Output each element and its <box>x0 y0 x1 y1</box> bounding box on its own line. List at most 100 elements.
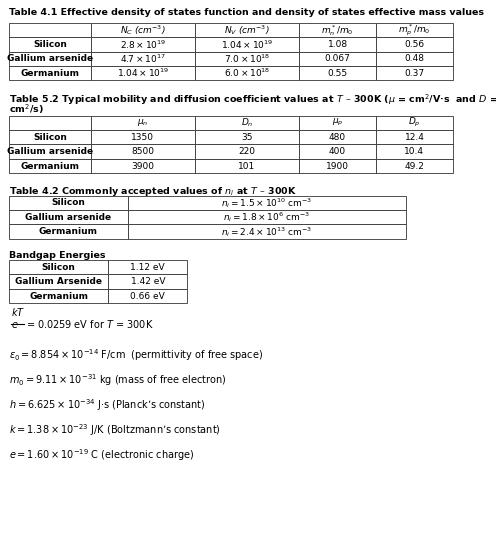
Text: 3900: 3900 <box>131 161 154 171</box>
Text: $D_p$: $D_p$ <box>408 116 421 130</box>
Bar <box>9 23 91 37</box>
Text: 400: 400 <box>329 147 346 156</box>
Text: $7.0 \times 10^{18}$: $7.0 \times 10^{18}$ <box>224 53 270 65</box>
Text: Gallium Arsenide: Gallium Arsenide <box>15 277 102 286</box>
Bar <box>9 37 91 52</box>
Text: 0.55: 0.55 <box>327 69 348 78</box>
Text: 480: 480 <box>329 133 346 142</box>
Text: Table 5.2 Typical mobility and diffusion coefficient values at $T$ – 300K ($\mu$: Table 5.2 Typical mobility and diffusion… <box>9 92 496 107</box>
Text: 1350: 1350 <box>131 133 154 142</box>
Bar <box>91 130 195 144</box>
Text: 12.4: 12.4 <box>404 133 425 142</box>
Text: Table 4.2 Commonly accepted values of $n_i$ at $T$ – 300K: Table 4.2 Commonly accepted values of $n… <box>9 185 297 198</box>
Bar <box>128 224 406 239</box>
Bar <box>91 52 195 66</box>
Bar <box>376 66 453 80</box>
Bar <box>376 159 453 173</box>
Text: Germanium: Germanium <box>20 161 79 171</box>
Bar <box>108 274 187 289</box>
Text: Silicon: Silicon <box>33 40 67 49</box>
Bar <box>9 210 128 224</box>
Text: cm$^2$/s): cm$^2$/s) <box>9 103 44 117</box>
Bar <box>376 116 453 130</box>
Text: = 0.0259 eV for $T$ = 300K: = 0.0259 eV for $T$ = 300K <box>26 318 154 329</box>
Bar <box>299 37 376 52</box>
Bar <box>376 52 453 66</box>
Bar <box>195 130 299 144</box>
Bar <box>9 159 91 173</box>
Text: $n_i = 1.8 \times 10^6$ cm$^{-3}$: $n_i = 1.8 \times 10^6$ cm$^{-3}$ <box>223 210 310 224</box>
Bar <box>195 37 299 52</box>
Bar <box>128 210 406 224</box>
Text: 1900: 1900 <box>326 161 349 171</box>
Text: $m_p^*/m_0$: $m_p^*/m_0$ <box>398 22 431 38</box>
Text: 1.12 eV: 1.12 eV <box>130 263 165 272</box>
Bar <box>376 23 453 37</box>
Bar <box>9 116 91 130</box>
Text: Silicon: Silicon <box>52 198 85 207</box>
Bar <box>9 289 108 303</box>
Bar <box>376 130 453 144</box>
Bar <box>108 289 187 303</box>
Bar <box>9 66 91 80</box>
Bar <box>299 130 376 144</box>
Bar <box>9 144 91 159</box>
Bar <box>128 196 406 210</box>
Text: 0.66 eV: 0.66 eV <box>130 292 165 301</box>
Bar <box>195 116 299 130</box>
Text: $1.04 \times 10^{19}$: $1.04 \times 10^{19}$ <box>117 67 169 79</box>
Text: $D_n$: $D_n$ <box>241 117 253 129</box>
Bar <box>91 116 195 130</box>
Text: $\mu_p$: $\mu_p$ <box>332 117 343 128</box>
Text: $e = 1.60 \times 10^{-19}$ C (electronic charge): $e = 1.60 \times 10^{-19}$ C (electronic… <box>9 447 194 463</box>
Text: $m_0 = 9.11 \times 10^{-31}$ kg (mass of free electron): $m_0 = 9.11 \times 10^{-31}$ kg (mass of… <box>9 373 227 388</box>
Text: $kT$: $kT$ <box>11 306 26 318</box>
Text: 10.4: 10.4 <box>404 147 425 156</box>
Bar <box>376 37 453 52</box>
Bar <box>9 260 108 274</box>
Text: $\varepsilon_0 = 8.854 \times 10^{-14}$ F/cm  (permittivity of free space): $\varepsilon_0 = 8.854 \times 10^{-14}$ … <box>9 348 263 364</box>
Text: $e$: $e$ <box>11 320 19 330</box>
Text: $n_i = 2.4 \times 10^{13}$ cm$^{-3}$: $n_i = 2.4 \times 10^{13}$ cm$^{-3}$ <box>221 224 312 239</box>
Text: 35: 35 <box>241 133 253 142</box>
Text: 0.48: 0.48 <box>404 54 425 63</box>
Text: Bandgap Energies: Bandgap Energies <box>9 251 106 260</box>
Bar <box>299 116 376 130</box>
Bar <box>9 52 91 66</box>
Text: Germanium: Germanium <box>29 292 88 301</box>
Text: Gallium arsenide: Gallium arsenide <box>25 213 112 222</box>
Text: 1.08: 1.08 <box>327 40 348 49</box>
Bar <box>195 159 299 173</box>
Text: 101: 101 <box>239 161 255 171</box>
Bar <box>195 66 299 80</box>
Text: 220: 220 <box>239 147 255 156</box>
Bar <box>9 224 128 239</box>
Text: 1.42 eV: 1.42 eV <box>130 277 165 286</box>
Bar <box>9 274 108 289</box>
Text: Germanium: Germanium <box>20 69 79 78</box>
Text: $N_C$ (cm$^{-3}$): $N_C$ (cm$^{-3}$) <box>120 23 166 37</box>
Bar <box>299 144 376 159</box>
Text: $k = 1.38 \times 10^{-23}$ J/K (Boltzmann’s constant): $k = 1.38 \times 10^{-23}$ J/K (Boltzman… <box>9 422 221 438</box>
Text: 8500: 8500 <box>131 147 154 156</box>
Text: Table 4.1 Effective density of states function and density of states effective m: Table 4.1 Effective density of states fu… <box>9 8 484 17</box>
Text: 49.2: 49.2 <box>404 161 425 171</box>
Bar <box>195 23 299 37</box>
Bar <box>108 260 187 274</box>
Text: $1.04 \times 10^{19}$: $1.04 \times 10^{19}$ <box>221 38 273 51</box>
Text: $m_n^*/m_0$: $m_n^*/m_0$ <box>321 23 354 37</box>
Bar <box>91 23 195 37</box>
Text: Gallium arsenide: Gallium arsenide <box>7 147 93 156</box>
Bar <box>376 144 453 159</box>
Text: Gallium arsenide: Gallium arsenide <box>7 54 93 63</box>
Bar <box>299 66 376 80</box>
Bar <box>9 196 128 210</box>
Bar <box>299 52 376 66</box>
Bar <box>299 159 376 173</box>
Bar <box>299 23 376 37</box>
Bar <box>91 37 195 52</box>
Text: 0.067: 0.067 <box>324 54 351 63</box>
Text: Silicon: Silicon <box>42 263 75 272</box>
Text: $4.7 \times 10^{17}$: $4.7 \times 10^{17}$ <box>120 53 166 65</box>
Bar <box>91 159 195 173</box>
